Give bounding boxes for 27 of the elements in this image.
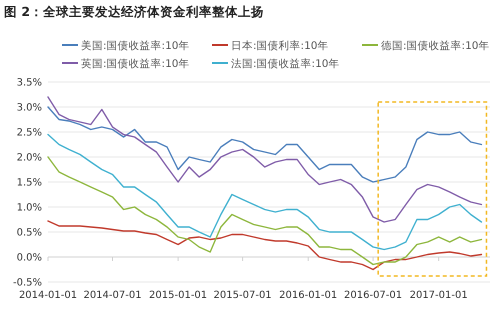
y-tick-label: 0.5% (16, 228, 42, 238)
chart-title: 图 2：全球主要发达经济体资金利率整体上扬 (4, 4, 264, 19)
y-tick-label: 1.0% (16, 202, 42, 214)
x-tick-label: 2014-01-01 (18, 290, 78, 301)
line-series (47, 96, 482, 223)
legend-label: 日本:国债利率:10年 (231, 39, 328, 52)
y-tick-label: 3.5% (16, 78, 42, 88)
legend-label: 法国:国债收益率:10年 (231, 57, 340, 70)
y-tick-label: 2.5% (16, 128, 42, 138)
y-tick-label: -0.5% (12, 278, 42, 288)
x-tick-label: 2014-07-01 (83, 290, 142, 301)
y-tick-label: 2.0% (16, 152, 42, 164)
y-tick-label: 0.0% (16, 252, 42, 264)
y-tick-label: 3.0% (16, 102, 42, 114)
x-tick-label: 2016-07-01 (344, 290, 402, 301)
legend-label: 美国:国债收益率:10年 (81, 39, 190, 52)
line-series (47, 156, 482, 266)
x-tick-label: 2015-01-01 (149, 290, 208, 301)
x-tick-label: 2015-07-01 (214, 290, 272, 301)
x-tick-label: 2017-01-01 (410, 290, 468, 301)
line-series (47, 106, 482, 183)
line-series (47, 134, 482, 250)
line-series (47, 220, 482, 270)
legend-label: 英国:国债收益率:10年 (81, 57, 190, 70)
x-tick-label: 2016-01-01 (279, 290, 338, 301)
y-tick-label: 1.5% (16, 178, 42, 188)
legend-label: 德国:国债收益率:10年 (381, 39, 490, 52)
